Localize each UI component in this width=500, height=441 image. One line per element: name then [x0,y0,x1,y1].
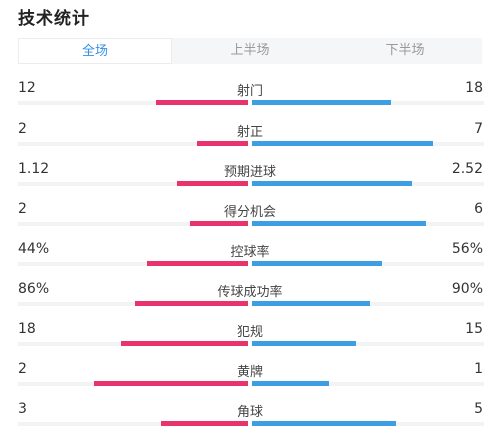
away-bar [252,261,382,266]
stat-row: 2 得分机会 6 [0,201,500,241]
home-value: 2 [18,201,27,217]
stat-row: 2 黄牌 1 [0,361,500,401]
stat-label: 射正 [236,125,263,140]
home-bar [135,301,248,306]
stat-label: 传球成功率 [217,285,283,300]
stat-label: 控球率 [230,245,270,260]
away-value: 15 [465,321,483,337]
stat-label: 射门 [236,84,263,99]
home-value: 12 [18,80,36,96]
stat-label: 犯规 [236,325,263,340]
home-track [18,262,248,266]
home-bar [94,381,248,386]
home-bar [121,341,248,346]
away-value: 7 [474,121,483,137]
home-bar [147,261,248,266]
stat-row: 18 犯规 15 [0,321,500,361]
away-bar [252,181,412,186]
home-value: 2 [18,361,27,377]
away-value: 90% [451,281,483,297]
tab-full-match[interactable]: 全场 [18,38,172,64]
away-bar [252,100,391,105]
home-value: 3 [18,401,27,417]
page-title: 技术统计 [18,9,90,29]
away-bar [252,381,329,386]
away-bar [252,141,433,146]
home-bar [190,221,248,226]
home-bar [177,181,248,186]
away-value: 6 [474,201,483,217]
home-bar [197,141,248,146]
away-track [252,342,484,346]
away-bar [252,341,356,346]
stat-row: 2 射正 7 [0,121,500,161]
away-value: 1 [474,361,483,377]
home-track [18,302,248,306]
away-value: 2.52 [451,161,483,177]
home-value: 18 [18,321,36,337]
stat-row: 3 角球 5 [0,401,500,441]
home-bar [161,421,248,426]
away-bar [252,301,370,306]
home-track [18,222,248,226]
home-track [18,142,248,146]
home-value: 2 [18,121,27,137]
away-bar [252,221,426,226]
away-track [252,382,484,386]
home-value: 1.12 [18,161,50,177]
home-track [18,422,248,426]
home-track [18,101,248,105]
home-bar [156,100,248,105]
home-value: 86% [18,281,50,297]
stat-label: 预期进球 [223,165,276,180]
period-tabs: 全场 上半场 下半场 [18,38,482,64]
away-bar [252,421,396,426]
stat-label: 黄牌 [236,365,263,380]
away-value: 5 [474,401,483,417]
stat-row: 86% 传球成功率 90% [0,281,500,321]
home-value: 44% [18,241,50,257]
away-value: 56% [451,241,483,257]
stat-row: 44% 控球率 56% [0,241,500,281]
tab-first-half[interactable]: 上半场 [230,43,270,58]
home-track [18,182,248,186]
away-value: 18 [465,80,483,96]
stat-label: 得分机会 [223,205,276,220]
tab-second-half[interactable]: 下半场 [385,43,425,58]
stat-row: 12 射门 18 [0,80,500,120]
stat-label: 角球 [236,405,263,420]
stat-row: 1.12 预期进球 2.52 [0,161,500,201]
